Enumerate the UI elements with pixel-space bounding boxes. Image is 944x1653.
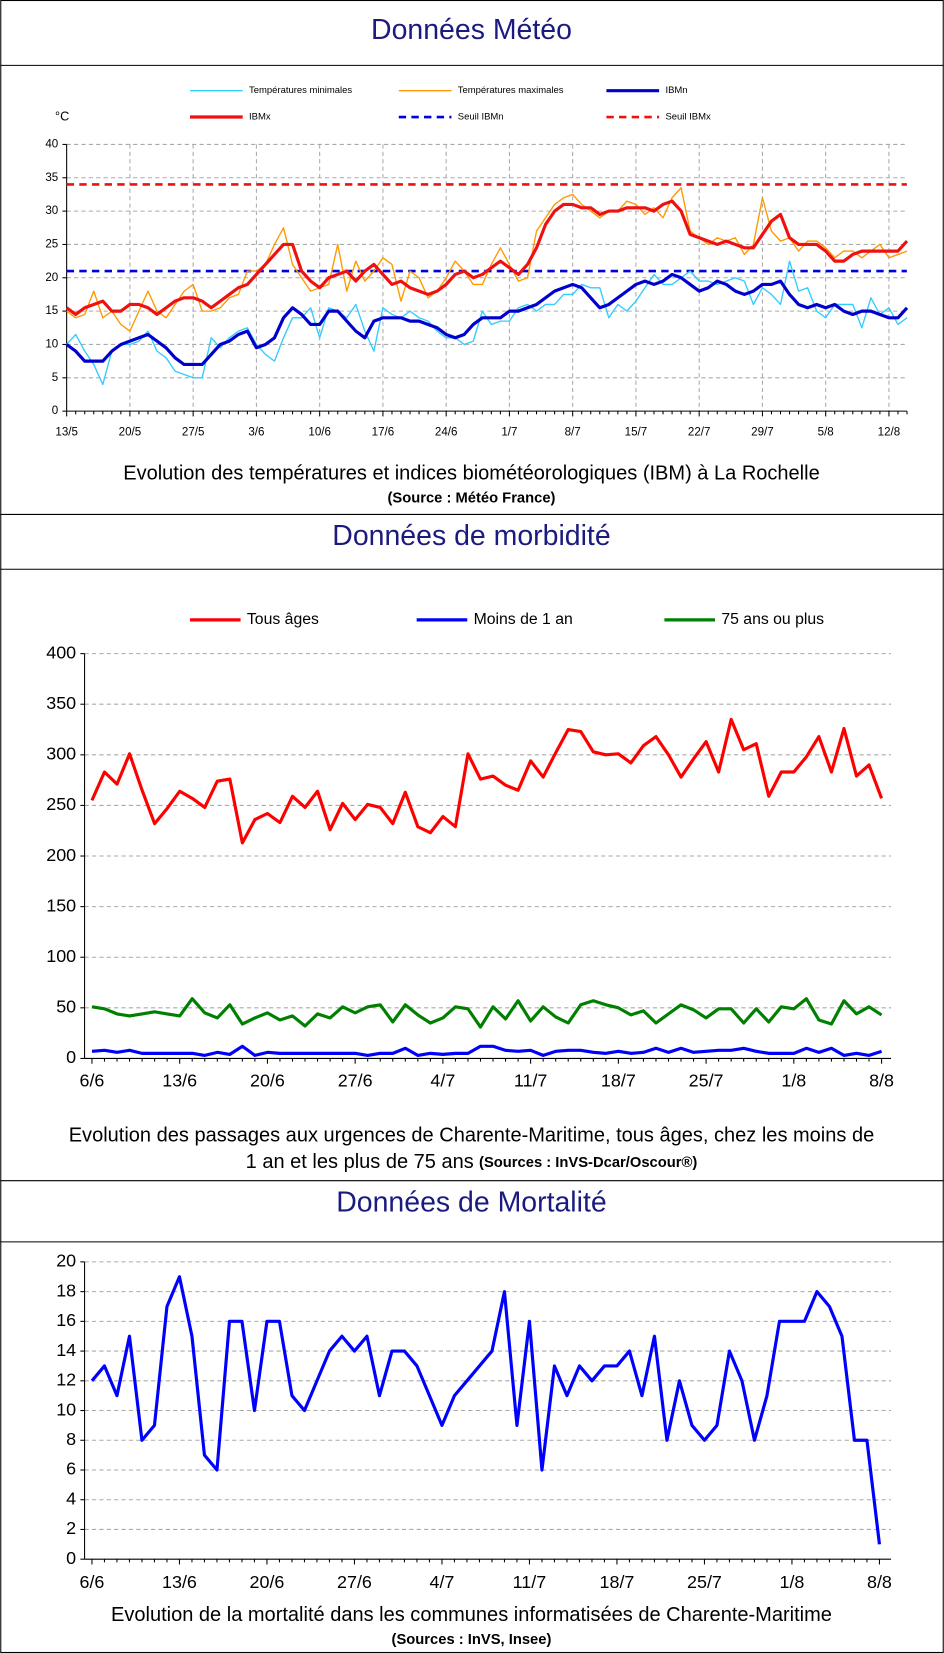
legend-label: Seuil IBMx <box>665 112 711 123</box>
y-tick-label: 4 <box>66 1488 76 1508</box>
x-tick-label: 22/7 <box>688 426 711 438</box>
x-tick-label: 18/7 <box>600 1572 635 1592</box>
caption-text: Evolution des températures et indices bi… <box>123 463 819 485</box>
x-tick-label: 11/7 <box>513 1572 547 1592</box>
y-tick-label: 18 <box>56 1280 76 1300</box>
y-tick-label: 0 <box>66 1548 76 1568</box>
series-line <box>91 1044 883 1057</box>
x-tick-label: 13/6 <box>162 1572 197 1592</box>
series-line <box>65 272 909 367</box>
y-tick-label: 0 <box>52 405 58 417</box>
x-tick-label: 18/7 <box>601 1070 636 1090</box>
series-line <box>65 199 909 317</box>
legend-label: Températures minimales <box>249 85 352 96</box>
series-line <box>90 717 884 845</box>
y-tick-label: 8 <box>66 1429 76 1449</box>
source: (Source : Météo France) <box>387 491 555 507</box>
caption: Evolution des passages aux urgences de C… <box>69 1125 875 1147</box>
source: (Sources : InVS-Dcar/Oscour®) <box>479 1155 697 1171</box>
caption: 1 an et les plus de 75 ans (Sources : InV… <box>246 1151 698 1173</box>
x-tick-label: 5/8 <box>818 426 834 438</box>
y-tick-label: 5 <box>52 372 58 384</box>
y-tick-label: 15 <box>45 305 58 317</box>
x-tick-label: 15/7 <box>625 426 648 438</box>
y-tick-label: 35 <box>45 172 58 184</box>
x-tick-label: 27/5 <box>182 426 205 438</box>
y-tick-label: 400 <box>46 642 76 662</box>
x-tick-label: 12/8 <box>878 426 901 438</box>
x-tick-label: 1/7 <box>501 426 517 438</box>
legend-label: Moins de 1 an <box>474 611 573 628</box>
y-tick-label: 12 <box>56 1370 76 1390</box>
y-tick-label: 20 <box>45 272 58 284</box>
caption-text: Evolution des passages aux urgences de C… <box>69 1125 875 1147</box>
y-tick-label: 30 <box>45 205 58 217</box>
x-tick-label: 11/7 <box>514 1070 548 1090</box>
legend-label: Températures maximales <box>458 85 564 96</box>
x-tick-label: 13/5 <box>55 426 78 438</box>
y-tick-label: 350 <box>46 693 76 713</box>
y-tick-label: 2 <box>66 1518 76 1538</box>
caption-text: Evolution de la mortalité dans les commu… <box>111 1604 832 1626</box>
y-tick-label: 200 <box>46 845 76 865</box>
x-tick-label: 1/8 <box>779 1572 804 1592</box>
section-heading: Données de Mortalité <box>336 1186 606 1218</box>
x-tick-label: 8/8 <box>869 1070 894 1090</box>
legend-label: IBMn <box>665 85 687 96</box>
x-tick-label: 6/6 <box>80 1572 105 1592</box>
legend-label: Seuil IBMn <box>458 112 504 123</box>
legend-label: 75 ans ou plus <box>721 611 824 628</box>
legend-label: IBMx <box>249 112 271 123</box>
y-tick-label: 0 <box>66 1047 76 1067</box>
y-tick-label: 25 <box>45 239 58 251</box>
x-tick-label: 24/6 <box>435 426 458 438</box>
x-tick-label: 1/8 <box>781 1070 806 1090</box>
y-tick-label: 10 <box>56 1399 76 1419</box>
source: (Sources : InVS, Insee) <box>392 1632 552 1648</box>
caption: Evolution de la mortalité dans les commu… <box>111 1604 832 1626</box>
series-line <box>66 187 908 332</box>
x-tick-label: 20/6 <box>250 1572 285 1592</box>
x-tick-label: 4/7 <box>430 1070 455 1090</box>
caption: Evolution des températures et indices bi… <box>123 463 819 485</box>
caption-text: 1 an et les plus de 75 ans <box>246 1151 474 1173</box>
x-tick-label: 10/6 <box>308 426 331 438</box>
x-tick-label: 4/7 <box>430 1572 455 1592</box>
x-tick-label: 25/7 <box>687 1572 722 1592</box>
x-tick-label: 8/8 <box>867 1572 892 1592</box>
x-tick-label: 25/7 <box>689 1070 724 1090</box>
y-tick-label: 20 <box>56 1251 76 1271</box>
x-tick-label: 3/6 <box>248 426 264 438</box>
x-tick-label: 27/6 <box>337 1572 372 1592</box>
y-axis-label: °C <box>55 109 69 123</box>
y-tick-label: 50 <box>56 997 76 1017</box>
x-tick-label: 13/6 <box>162 1070 197 1090</box>
x-tick-label: 20/6 <box>250 1070 285 1090</box>
section-heading: Données Météo <box>371 14 572 46</box>
y-tick-label: 14 <box>56 1340 76 1360</box>
y-tick-label: 10 <box>45 339 58 351</box>
x-tick-label: 27/6 <box>338 1070 373 1090</box>
y-tick-label: 250 <box>46 794 76 814</box>
legend-label: Tous âges <box>247 611 319 628</box>
series-line <box>90 1275 882 1545</box>
series-line <box>91 997 883 1029</box>
x-tick-label: 17/6 <box>372 426 395 438</box>
y-tick-label: 16 <box>56 1310 76 1330</box>
y-tick-label: 40 <box>45 138 58 150</box>
x-tick-label: 29/7 <box>751 426 774 438</box>
x-tick-label: 6/6 <box>80 1070 105 1090</box>
x-tick-label: 8/7 <box>565 426 581 438</box>
x-tick-label: 20/5 <box>119 426 142 438</box>
y-tick-label: 300 <box>46 744 76 764</box>
y-tick-label: 150 <box>46 895 76 915</box>
y-tick-label: 100 <box>46 946 76 966</box>
y-tick-label: 6 <box>66 1459 76 1479</box>
section-heading: Données de morbidité <box>332 520 610 552</box>
